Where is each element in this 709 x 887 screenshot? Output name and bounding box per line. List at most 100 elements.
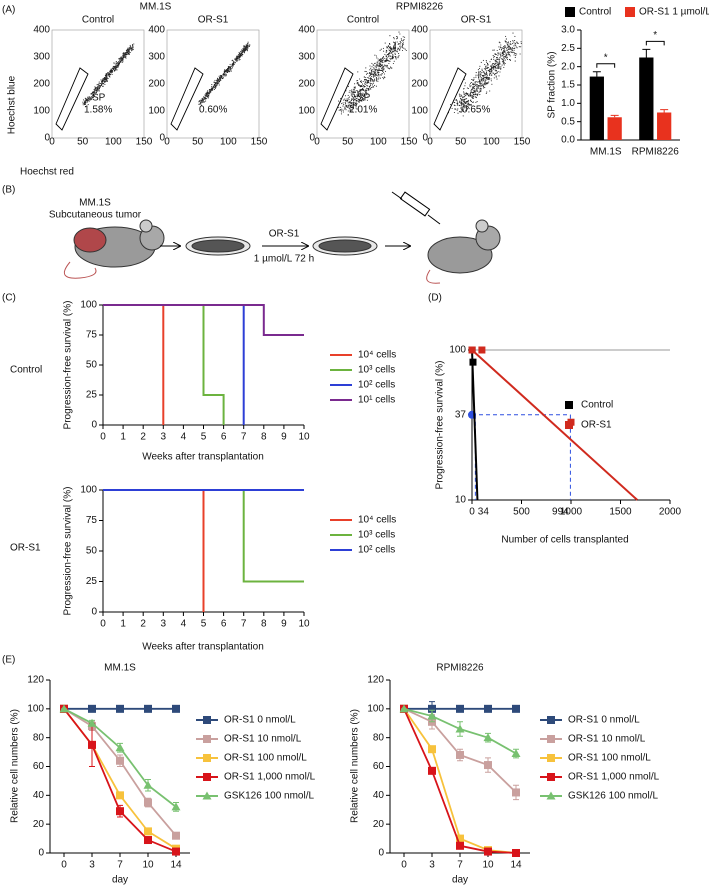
event-dot [497,67,499,69]
event-dot [225,70,227,72]
series-line [103,304,304,336]
event-dot [376,62,378,64]
event-dot [86,98,88,100]
x-tick-label: 10 [298,619,310,630]
event-dot [485,77,488,79]
event-dot [395,55,397,58]
event-dot [238,56,240,58]
event-dot [100,84,102,87]
event-dot [490,74,492,76]
event-dot [380,64,382,66]
event-dot [378,66,380,68]
event-dot [214,82,216,84]
event-dot [398,31,400,33]
y-tick-label: 100 [298,106,315,117]
event-dot [347,85,349,87]
event-dot [347,97,349,99]
event-dot [370,67,372,69]
event-dot [469,82,472,84]
event-dot [493,58,495,60]
event-dot [460,102,462,104]
event-dot [494,68,496,70]
event-dot [226,70,228,72]
event-dot [364,80,366,82]
event-dot [88,100,90,102]
event-dot [376,57,378,59]
tail [63,261,97,279]
event-dot [501,58,503,60]
event-dot [402,45,404,47]
event-dot [89,96,91,98]
y-tick-label: 100 [148,106,165,117]
x-tick-label: 4 [181,619,187,630]
event-dot [487,70,489,72]
event-dot [386,54,388,56]
event-dot [226,68,228,71]
event-dot [352,103,355,105]
bar [589,76,604,140]
plot-frame [316,29,410,139]
event-dot [509,55,511,57]
event-dot [209,91,211,93]
event-dot [507,52,509,54]
x-tick-label: 0 [314,137,320,148]
x-tick-label: 50 [455,137,467,148]
event-dot [388,42,391,45]
event-dot [387,67,389,69]
event-dot [360,85,362,87]
x-tick-label: 10 [142,860,154,871]
event-dot [356,89,358,92]
event-dot [476,89,478,91]
event-dot [466,106,468,108]
event-dot [233,61,235,63]
event-dot [393,38,395,40]
event-dot [372,70,374,72]
event-dot [340,106,342,108]
event-dot [360,81,362,83]
y-tick-label: 300 [411,52,428,63]
event-dot [244,48,246,51]
event-dot [483,72,485,74]
diagram-label: Subcutaneous tumor [49,210,142,221]
event-dot [391,51,393,53]
event-dot [504,40,506,42]
event-dot [237,56,239,59]
event-dot [492,49,494,51]
event-dot [503,46,505,48]
event-dot [477,75,480,77]
y-tick-label: 200 [411,79,428,90]
event-dot [467,87,469,90]
event-dot [216,80,218,82]
event-dot [459,95,461,97]
event-dot [354,97,356,99]
event-dot [368,89,370,91]
chart-title: MM.1S [104,663,136,674]
event-dot [132,44,134,46]
y-tick-label: 80 [373,732,385,743]
event-dot [235,58,237,60]
event-dot [370,69,372,71]
event-dot [502,54,504,56]
plot-frame [166,29,260,139]
event-dot [347,94,349,96]
event-dot [228,71,231,73]
event-dot [456,109,458,111]
event-dot [508,59,511,61]
event-dot [386,64,388,66]
event-dot [125,50,127,52]
y-tick-label: 300 [298,52,315,63]
event-dot [246,44,248,46]
x-tick-label: 3 [161,432,167,443]
event-dot [495,70,497,72]
event-dot [382,62,384,64]
event-dot [245,49,247,52]
event-dot [241,51,243,53]
event-dot [369,87,371,89]
event-dot [470,89,472,91]
event-dot [380,74,382,76]
event-dot [479,71,481,73]
event-dot [203,98,205,100]
event-dot [450,104,452,106]
legend-swatch [565,421,573,429]
